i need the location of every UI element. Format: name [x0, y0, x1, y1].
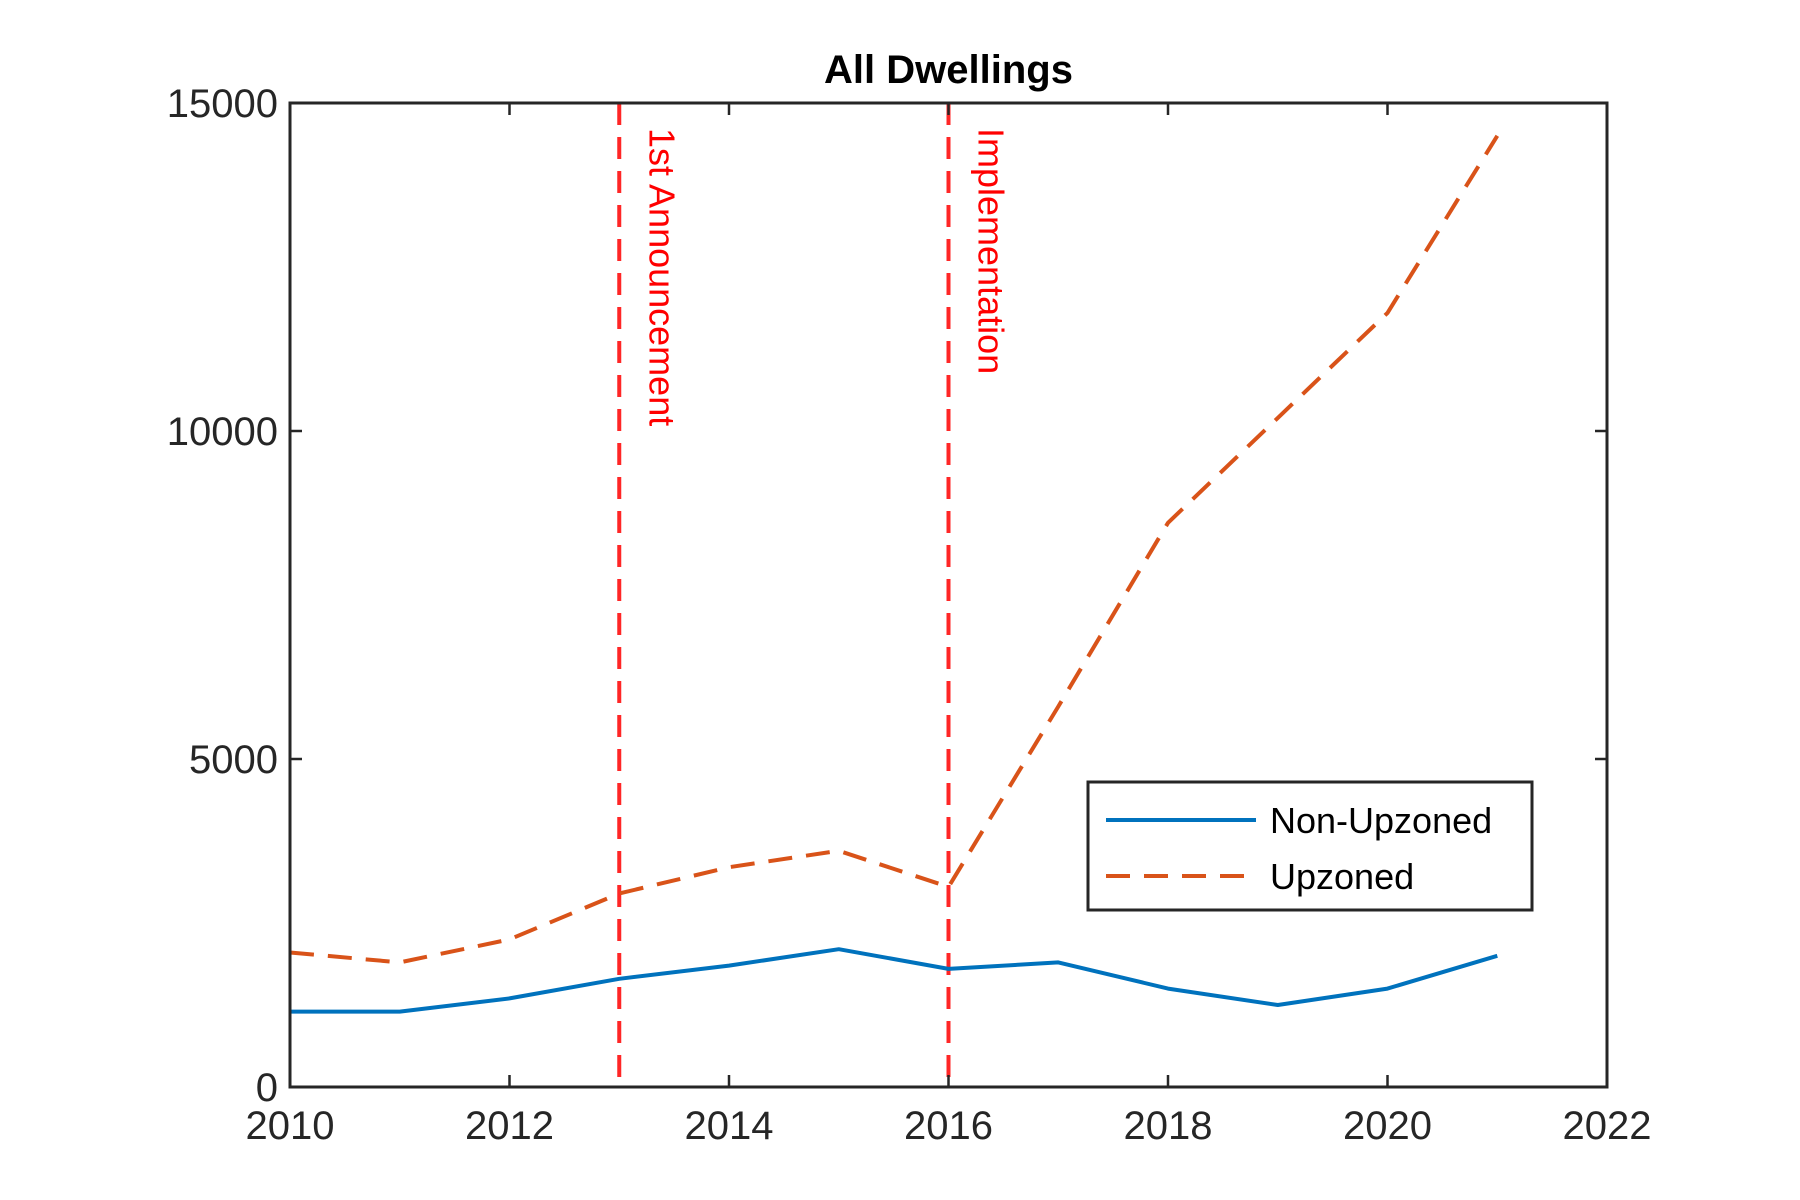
x-tick-label: 2016 — [904, 1104, 993, 1148]
event-label-1: 1st Announcement — [641, 128, 682, 426]
x-tick-label: 2014 — [685, 1104, 774, 1148]
x-tick-label: 2020 — [1343, 1104, 1432, 1148]
y-tick-label: 15000 — [167, 82, 278, 126]
legend-label-upzoned: Upzoned — [1270, 856, 1414, 897]
legend: Non-Upzoned Upzoned — [1086, 780, 1534, 912]
x-tick-label: 2018 — [1124, 1104, 1213, 1148]
legend-label-non-upzoned: Non-Upzoned — [1270, 800, 1492, 841]
axes: 2010 2012 2014 2016 2018 2020 2022 0 5000 10000 15… — [167, 82, 1652, 1148]
series-line-non-upzoned — [290, 947, 1498, 1014]
x-tick-label: 2022 — [1563, 1104, 1652, 1148]
y-tick-label: 10000 — [167, 410, 278, 454]
y-tick-label: 5000 — [189, 738, 278, 782]
legend-box — [1086, 780, 1534, 912]
event-lines: 1st Announcement Implementation — [617, 103, 1012, 1087]
chart-title: All Dwellings — [824, 48, 1073, 92]
x-tick-label: 2012 — [465, 1104, 554, 1148]
event-label-2: Implementation — [971, 128, 1012, 374]
y-tick-label: 0 — [256, 1066, 278, 1110]
series-line-upzoned — [289, 134, 1499, 965]
x-tick-label: 2010 — [246, 1104, 335, 1148]
series-lines — [289, 134, 1499, 1014]
